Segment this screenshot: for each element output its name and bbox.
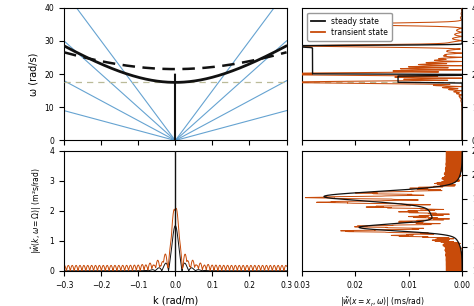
X-axis label: k (rad/m): k (rad/m) (153, 295, 198, 305)
Y-axis label: ω (rad/s): ω (rad/s) (29, 52, 39, 96)
X-axis label: $|\tilde{w}(x=x_r,\omega)|$ (ms/rad): $|\tilde{w}(x=x_r,\omega)|$ (ms/rad) (339, 295, 424, 306)
Y-axis label: $|\hat{w}(k,\omega=\Omega)|$ (m²s/rad): $|\hat{w}(k,\omega=\Omega)|$ (m²s/rad) (29, 167, 44, 254)
Legend: steady state, transient state: steady state, transient state (307, 13, 392, 41)
